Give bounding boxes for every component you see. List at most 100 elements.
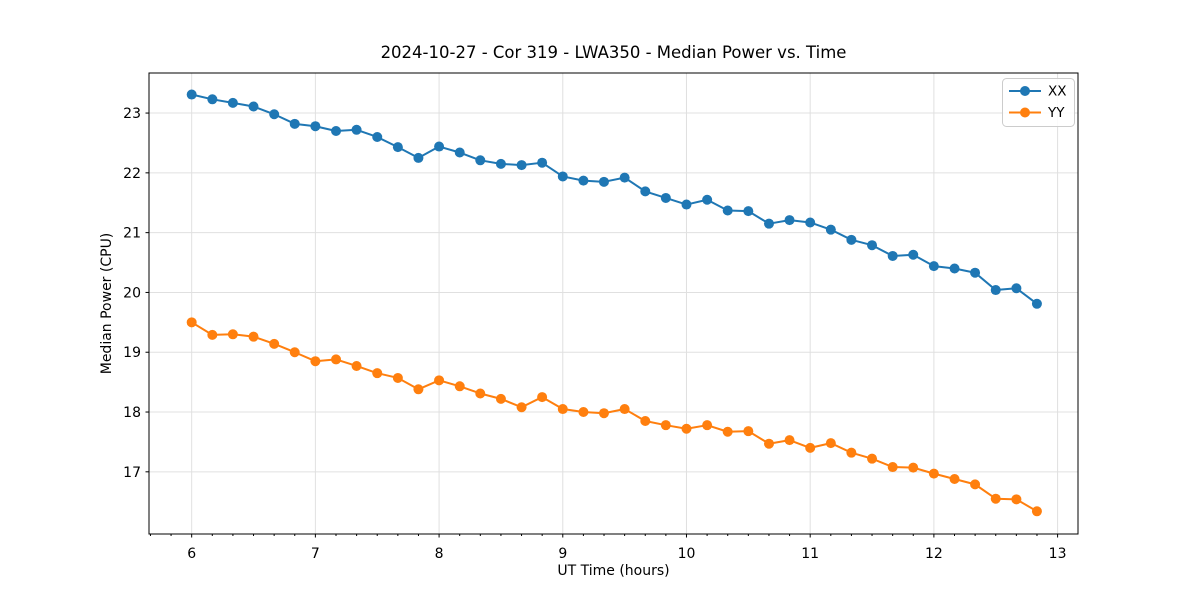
series-xx-marker — [289, 118, 300, 129]
legend-label-yy: YY — [1047, 105, 1065, 121]
series-xx-marker — [186, 89, 197, 100]
series-xx-marker — [537, 157, 548, 168]
series-yy-marker — [392, 372, 403, 383]
series-xx-marker — [928, 261, 939, 272]
y-tick-label: 21 — [123, 226, 141, 242]
series-yy-marker — [640, 415, 651, 426]
series-yy-marker — [289, 347, 300, 358]
y-tick-label: 17 — [123, 465, 141, 481]
series-xx-marker — [392, 142, 403, 153]
series-xx-marker — [867, 240, 878, 251]
y-tick-label: 22 — [123, 166, 141, 182]
series-xx-marker — [805, 217, 816, 228]
legend-marker-icon-yy — [1020, 107, 1030, 118]
series-yy-marker — [331, 354, 342, 365]
series-yy-marker — [681, 423, 692, 434]
series-yy-marker — [372, 368, 383, 379]
series-xx-marker — [1031, 298, 1042, 309]
series-yy-marker — [825, 438, 836, 449]
series-yy-marker — [1031, 506, 1042, 517]
series-yy-marker — [908, 462, 919, 473]
series-yy-marker — [269, 338, 280, 349]
x-tick-label: 8 — [435, 546, 444, 562]
series-xx-marker — [331, 126, 342, 136]
x-axis-label: UT Time (hours) — [557, 563, 669, 579]
legend-marker-icon-xx — [1020, 86, 1030, 96]
x-tick-label: 12 — [925, 546, 943, 562]
series-yy-marker — [186, 317, 197, 328]
series-xx-marker — [454, 147, 465, 158]
x-tick-label: 11 — [801, 546, 819, 562]
gridlines — [149, 73, 1078, 534]
x-tick-label: 7 — [311, 546, 320, 562]
series-xx-marker — [702, 194, 713, 205]
series-yy-marker — [248, 331, 259, 342]
x-tick-label: 9 — [558, 546, 567, 562]
series-xx-marker — [578, 175, 589, 186]
series-xx-marker — [351, 124, 362, 135]
series-xx-marker — [207, 94, 218, 105]
series-xx-marker — [660, 192, 671, 203]
series-xx-marker — [619, 172, 630, 183]
series-xx-marker — [763, 218, 774, 229]
series-xx-marker — [990, 285, 1001, 296]
series-xx-marker — [949, 263, 960, 274]
axis-ticks — [145, 112, 1059, 538]
series-yy-marker — [434, 375, 445, 386]
series-xx-marker — [310, 121, 321, 132]
y-axis-label: Median Power (CPU) — [99, 233, 115, 375]
series-xx-marker — [722, 205, 733, 216]
series-xx-marker — [784, 215, 795, 226]
y-tick-label: 20 — [123, 285, 141, 301]
series-yy-marker — [537, 392, 548, 403]
plot-area-border — [148, 72, 1079, 535]
series-yy-marker — [310, 356, 321, 367]
y-tick-label: 23 — [123, 106, 141, 122]
series-yy-marker — [598, 408, 609, 419]
series-xx-marker — [887, 250, 898, 261]
series-yy-marker — [928, 468, 939, 479]
series-xx-marker — [557, 171, 568, 182]
x-tick-label: 13 — [1049, 546, 1067, 562]
series-yy-marker — [475, 388, 486, 399]
series-yy-marker — [413, 384, 424, 395]
series-yy-marker — [722, 426, 733, 437]
series-xx-marker — [248, 101, 259, 112]
series-xx-marker — [516, 160, 527, 171]
series-yy-marker — [227, 329, 238, 340]
series-yy-marker — [495, 393, 506, 404]
series-yy-marker — [619, 404, 630, 415]
legend-item-yy: YY — [1009, 105, 1065, 121]
y-tick-label: 18 — [123, 405, 141, 421]
series-xx-marker — [846, 234, 857, 245]
series-yy-marker — [970, 479, 981, 490]
series-xx-marker — [743, 206, 754, 217]
series-xx-marker — [434, 141, 445, 152]
series-xx-marker — [227, 97, 238, 108]
chart-title: 2024-10-27 - Cor 319 - LWA350 - Median P… — [381, 43, 847, 62]
series-yy-marker — [454, 381, 465, 392]
series-yy-marker — [990, 493, 1001, 504]
series-yy-marker — [557, 404, 568, 415]
series-group — [186, 89, 1042, 517]
series-xx-marker — [681, 199, 692, 210]
series-yy-marker — [1011, 494, 1022, 505]
series-yy-marker — [949, 473, 960, 484]
x-tick-label: 6 — [187, 546, 196, 562]
series-yy-marker — [846, 447, 857, 458]
series-xx-marker — [908, 249, 919, 260]
series-xx-marker — [475, 155, 486, 166]
series-xx-marker — [413, 152, 424, 163]
series-yy-marker — [784, 435, 795, 446]
series-xx-marker — [269, 109, 280, 120]
series-xx-marker — [825, 224, 836, 235]
tick-labels: 6 7 8 9 10 11 12 13 17 18 19 20 21 22 23 — [123, 106, 1066, 562]
series-yy-marker — [660, 420, 671, 431]
series-xx-marker — [1011, 283, 1022, 294]
series-yy-marker — [867, 453, 878, 464]
series-yy-marker — [516, 402, 527, 413]
series-yy-marker — [743, 426, 754, 437]
series-xx-marker — [495, 158, 506, 169]
